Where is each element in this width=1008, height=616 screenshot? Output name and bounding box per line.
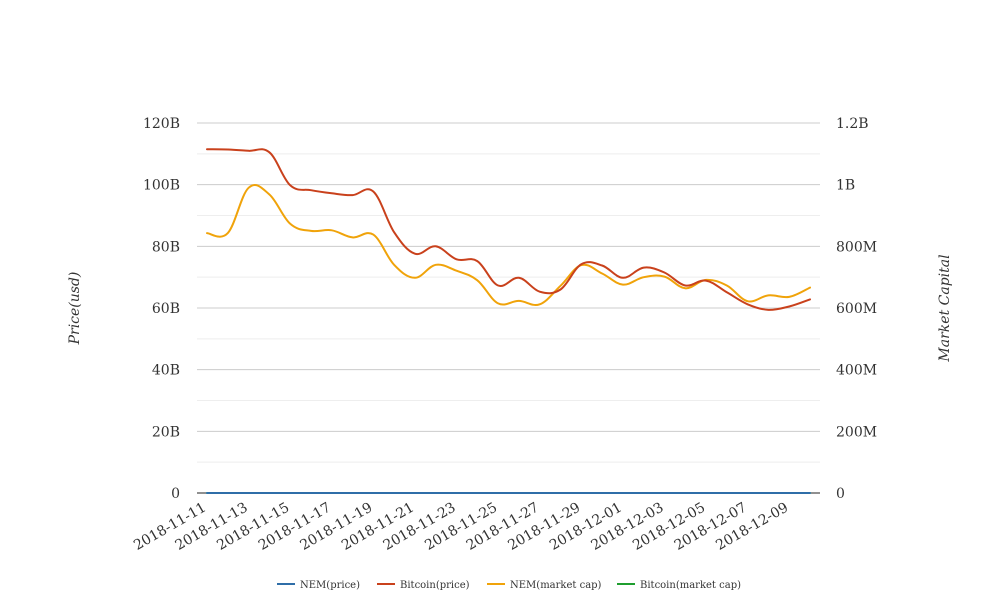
y-left-tick-label: 20B: [152, 424, 180, 440]
y-axis-right-ticks: 0 200M 400M 600M 800M 1B 1.2B: [836, 116, 877, 502]
series-line-bitcoin-price: [206, 148, 811, 311]
y-axis-right-title: Market Capital: [937, 254, 953, 362]
y-right-tick-label: 1.2B: [836, 116, 869, 132]
legend-label: NEM(market cap): [510, 580, 602, 591]
y-left-tick-label: 120B: [143, 116, 180, 132]
y-right-tick-label: 200M: [836, 424, 877, 440]
y-left-tick-label: 60B: [152, 301, 180, 317]
y-axis-left-title: Price(usd): [67, 272, 83, 346]
legend: NEM(price) Bitcoin(price) NEM(market cap) B…: [277, 580, 741, 591]
y-right-tick-label: 1B: [836, 178, 855, 194]
legend-label: NEM(price): [300, 580, 360, 591]
series-lines: [206, 148, 811, 495]
x-axis-ticks: 2018-11-112018-11-132018-11-152018-11-17…: [131, 500, 791, 554]
series-line-nem-market-cap: [206, 183, 811, 306]
y-right-tick-label: 800M: [836, 239, 877, 255]
y-right-tick-label: 0: [836, 486, 845, 502]
y-left-tick-label: 0: [171, 486, 180, 502]
y-left-tick-label: 40B: [152, 363, 180, 379]
y-left-tick-label: 80B: [152, 239, 180, 255]
y-right-tick-label: 400M: [836, 363, 877, 379]
y-right-tick-label: 600M: [836, 301, 877, 317]
y-axis-left-ticks: 0 20B 40B 60B 80B 100B 120B: [143, 116, 180, 502]
legend-label: Bitcoin(price): [400, 580, 470, 591]
y-left-tick-label: 100B: [143, 178, 180, 194]
legend-label: Bitcoin(market cap): [640, 580, 741, 591]
grid: [197, 122, 820, 494]
